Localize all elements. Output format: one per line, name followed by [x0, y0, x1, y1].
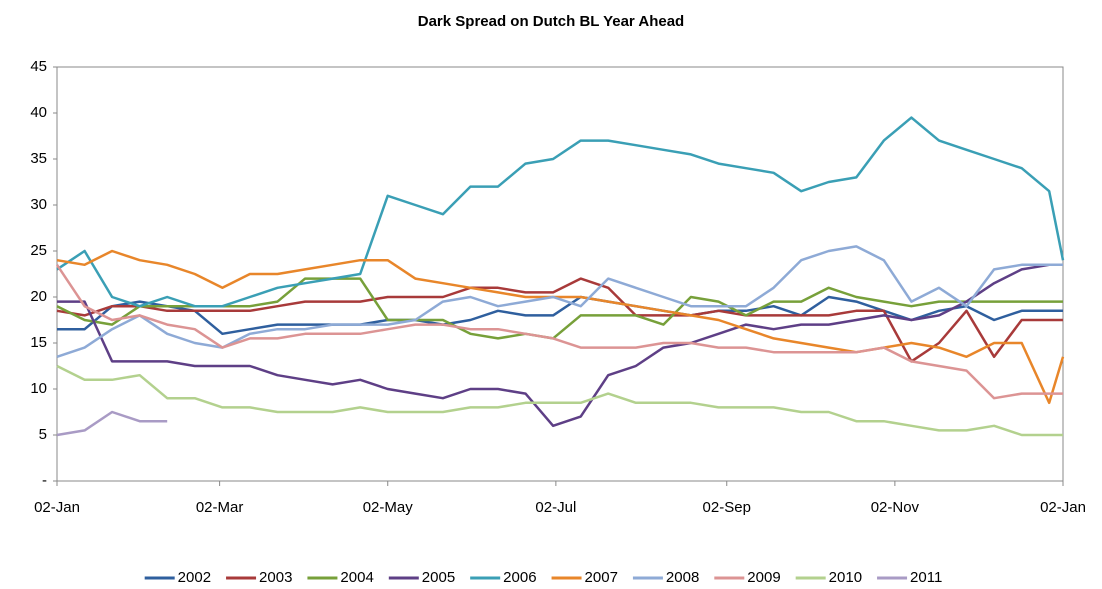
series-line	[56, 410, 168, 437]
legend-label: 2007	[585, 569, 618, 586]
legend-label: 2006	[503, 569, 536, 586]
legend-label: 2005	[422, 569, 455, 586]
series-line	[56, 364, 1063, 437]
y-tick-label: 5	[39, 426, 47, 443]
legend-label: 2008	[666, 569, 699, 586]
y-tick-label: 35	[30, 150, 47, 167]
y-tick-label: 40	[30, 104, 47, 121]
series-line	[56, 116, 1065, 308]
y-tick-label: -	[42, 472, 47, 489]
plot-frame	[56, 66, 1064, 482]
x-tick-label: 02-Mar	[196, 499, 244, 516]
legend-label: 2004	[340, 569, 373, 586]
y-tick-label: 10	[30, 380, 47, 397]
x-tick-label: 02-Jan	[1040, 499, 1086, 516]
series-line	[56, 277, 1063, 340]
y-tick-label: 15	[30, 334, 47, 351]
series-line	[55, 264, 1063, 400]
legend-label: 2009	[747, 569, 780, 586]
legend-label: 2010	[829, 569, 862, 586]
y-tick-label: 20	[30, 288, 47, 305]
y-tick-label: 25	[30, 242, 47, 259]
y-tick-label: 30	[30, 196, 47, 213]
x-tick-label: 02-Sep	[703, 499, 751, 516]
x-tick-label: 02-Nov	[871, 499, 920, 516]
chart-title: Dark Spread on Dutch BL Year Ahead	[418, 13, 684, 30]
x-tick-label: 02-Jul	[535, 499, 576, 516]
y-tick-label: 45	[30, 58, 47, 75]
legend-label: 2011	[910, 569, 942, 586]
series-line	[56, 277, 1063, 363]
series-line	[56, 249, 1065, 405]
x-tick-label: 02-May	[363, 499, 414, 516]
x-tick-label: 02-Jan	[34, 499, 80, 516]
series-line	[57, 263, 1063, 428]
legend-label: 2002	[178, 569, 211, 586]
legend-label: 2003	[259, 569, 292, 586]
